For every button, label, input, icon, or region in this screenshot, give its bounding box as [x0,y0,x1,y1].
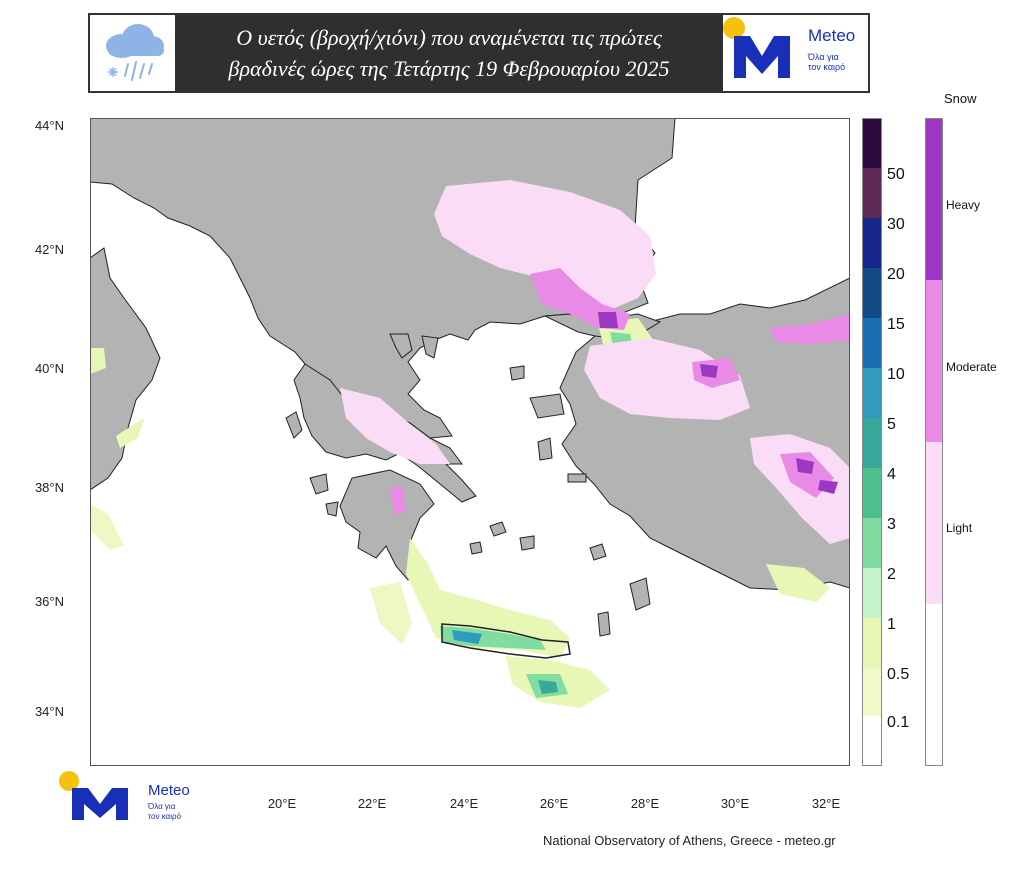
land-crete [441,623,571,659]
precip-swatch-9 [862,518,882,568]
footer-brand-tagline-2: τον καιρό [148,812,182,821]
lat-label-38: 38°N [34,480,64,495]
header-title: Ο υετός (βροχή/χιόνι) που αναμένεται τις… [175,22,723,84]
header-brand-tagline-2: τον καιρό [808,62,846,72]
snow-swatch-moderate [925,280,943,442]
snow-label-heavy: Heavy [946,198,981,212]
precip-label-3: 3 [887,516,896,533]
land-karpathos [597,611,611,637]
land-italy [90,247,161,491]
precipitation-map [90,118,850,766]
land-rhodes [629,577,651,611]
lon-label-20: 20°E [267,796,297,811]
precip-label-15: 15 [887,316,905,333]
precip-label-0-5: 0.5 [887,666,910,683]
footer-credit: National Observatory of Athens, Greece -… [543,833,836,848]
rain-snow-cloud-icon [106,24,164,81]
snow-legend-title: Snow [944,91,977,106]
lat-label-42: 42°N [34,242,64,257]
rain-field-heavy-southeast [538,680,558,694]
snow-swatch-heavy [925,118,943,280]
header-brand-name: Meteo [808,26,856,45]
lon-label-28: 28°E [630,796,660,811]
snow-colorbar [925,118,943,766]
land-cyclades-3 [469,541,483,555]
header-brand-tagline: Όλα για τον καιρό [808,52,845,72]
land-cyclades-1 [489,521,507,537]
snow-label-light: Light [946,521,973,535]
snow-swatch-light [925,442,943,604]
precip-label-4: 4 [887,466,896,483]
rain-field-heavy-crete [452,630,482,644]
precip-label-20: 20 [887,266,905,283]
snow-field-moderate-peloponnese [390,486,406,514]
snow-swatch-none [925,604,943,766]
snow-field-light-anatolia [584,338,750,420]
precip-label-50: 50 [887,166,905,183]
precip-swatch-12 [862,668,882,716]
precip-swatch-4 [862,268,882,318]
precip-swatch-10 [862,568,882,618]
lat-label-36: 36°N [34,594,64,609]
snow-field-heavy-thrace [598,312,618,328]
header-title-box [175,15,723,91]
lat-label-40: 40°N [34,361,64,376]
lon-label-26: 26°E [539,796,569,811]
lat-label-44: 44°N [34,118,64,133]
map-frame [90,118,850,766]
rain-field-light-italy [90,348,144,448]
snow-field-heavy-anatolia [700,364,718,378]
header-brand-tagline-1: Όλα για [808,52,839,62]
snow-label-moderate: Moderate [946,360,997,374]
header-title-line-2: βραδινές ώρες της Τετάρτης 19 Φεβρουαρίο… [228,56,670,81]
land-lesbos [529,393,565,419]
lon-label-24: 24°E [449,796,479,811]
precip-swatch-11 [862,618,882,668]
snow-field-heavy-southeast [796,458,838,494]
land-samos [567,473,587,483]
precip-colorbar [862,118,882,766]
precip-swatch-1 [862,118,882,168]
land-chios [537,437,553,461]
footer-brand-tagline: Όλα για τον καιρό [148,802,181,822]
lon-label-32: 32°E [811,796,841,811]
precip-label-5: 5 [887,416,896,433]
land-dodecanese [589,543,607,561]
precip-label-2: 2 [887,566,896,583]
lat-label-34: 34°N [34,704,64,719]
footer-meteo-logo-icon [59,771,128,820]
land-kefalonia [309,473,329,495]
precip-swatch-5 [862,318,882,368]
precip-swatch-13 [862,716,882,766]
land-corfu [285,411,303,439]
precip-label-0-1: 0.1 [887,714,910,731]
land-zakynthos [325,501,339,517]
land-cyclades-2 [519,535,535,551]
precip-swatch-6 [862,368,882,418]
rain-field-light-rhodes [766,564,830,602]
lon-label-22: 22°E [357,796,387,811]
footer-brand-tagline-1: Όλα για [148,802,176,811]
snow-field-light-bulgaria [434,180,656,310]
precip-label-30: 30 [887,216,905,233]
land-chalkidiki [389,333,439,359]
precip-label-10: 10 [887,366,905,383]
precip-label-1: 1 [887,616,896,633]
precip-swatch-7 [862,418,882,468]
precip-swatch-2 [862,168,882,218]
snow-field-light-southeast [750,434,850,544]
footer-brand-name: Meteo [148,782,190,799]
snow-field-light-greece [340,388,450,464]
lon-label-30: 30°E [720,796,750,811]
header-title-line-1: Ο υετός (βροχή/χιόνι) που αναμένεται τις… [236,25,662,50]
rain-field-light-south [370,582,412,644]
rain-field-light-ionian [90,504,124,550]
land-lemnos [509,365,525,381]
snow-field-moderate-east [770,314,850,344]
meteo-logo-icon [723,17,790,78]
precip-swatch-8 [862,468,882,518]
precip-swatch-3 [862,218,882,268]
